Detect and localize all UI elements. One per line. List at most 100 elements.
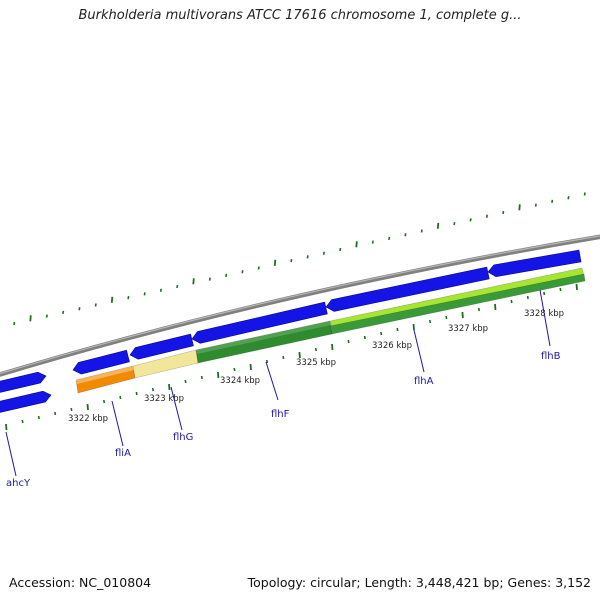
cds-arrow-flhB	[487, 249, 582, 278]
minor-tick	[314, 347, 317, 352]
minor-tick	[559, 287, 562, 292]
minor-tick	[151, 387, 154, 392]
gene-leader-line	[111, 400, 124, 447]
major-tick	[192, 278, 195, 285]
major-tick	[217, 371, 220, 379]
major-tick	[436, 222, 440, 229]
minor-tick	[429, 319, 432, 324]
major-tick	[494, 303, 497, 311]
cds-arrow-flhG	[129, 333, 194, 360]
minor-tick	[119, 395, 122, 400]
minor-tick	[94, 303, 97, 307]
minor-tick	[176, 284, 179, 289]
minor-tick	[70, 407, 73, 412]
major-tick	[5, 423, 8, 431]
feature-band-flhB	[329, 273, 586, 335]
cds-arrow-flhA	[325, 266, 490, 312]
backbone-line	[0, 234, 600, 377]
minor-tick	[306, 255, 309, 259]
minor-tick	[225, 273, 228, 278]
backbone-layer	[0, 234, 600, 377]
minor-tick	[54, 411, 57, 416]
minor-tick	[233, 367, 236, 372]
major-tick	[412, 323, 415, 331]
scale-label: 3324 kbp	[220, 376, 260, 386]
minor-tick	[420, 229, 423, 233]
sequence-title: Burkholderia multivorans ATCC 17616 chro…	[78, 8, 522, 23]
backbone-highlight	[0, 235, 600, 375]
minor-tick	[510, 299, 513, 304]
major-tick	[518, 204, 521, 211]
minor-tick	[543, 291, 546, 296]
gene-leader-line	[413, 329, 425, 373]
gene-label-fliA: fliA	[115, 448, 131, 459]
minor-tick	[208, 277, 211, 281]
minor-tick	[62, 310, 65, 315]
scale-label: 3322 kbp	[68, 414, 108, 424]
minor-tick	[127, 295, 130, 300]
gene-leader-line	[5, 431, 17, 477]
gene-label-ahcY: ahcY	[6, 478, 31, 489]
inner-tick-track	[5, 283, 578, 431]
minor-tick	[453, 221, 456, 226]
minor-tick	[339, 247, 342, 252]
cds-arrow-ahcY-upper	[0, 371, 47, 393]
scale-label: 3326 kbp	[372, 341, 412, 351]
minor-tick	[184, 379, 187, 384]
minor-tick	[583, 192, 586, 196]
minor-tick	[347, 339, 350, 344]
major-tick	[168, 383, 171, 391]
minor-tick	[485, 214, 488, 218]
accession-text: Accession: NC_010804	[9, 575, 152, 590]
minor-tick	[78, 307, 81, 311]
scale-label: 3325 kbp	[296, 358, 336, 368]
scale-label: 3327 kbp	[448, 324, 488, 334]
minor-tick	[477, 307, 480, 312]
major-tick	[331, 343, 334, 351]
cds-track	[0, 249, 582, 413]
gene-label-flhB: flhB	[541, 351, 561, 362]
gene-leader-line	[170, 386, 183, 431]
band-highlight	[196, 321, 331, 354]
major-tick	[461, 311, 464, 319]
major-tick	[86, 403, 89, 411]
minor-tick	[241, 270, 244, 274]
gene-label-flhF: flhF	[271, 409, 290, 420]
minor-tick	[37, 415, 40, 420]
minor-tick	[159, 288, 162, 292]
minor-tick	[282, 355, 285, 360]
minor-tick	[388, 236, 391, 241]
minor-tick	[396, 327, 399, 332]
feature-color-track	[75, 267, 586, 394]
minor-tick	[534, 203, 537, 207]
minor-tick	[551, 199, 554, 204]
band-highlight	[76, 366, 134, 384]
major-tick	[110, 296, 114, 303]
major-tick	[249, 363, 252, 371]
minor-tick	[21, 419, 24, 424]
gene-label-flhG: flhG	[173, 432, 193, 443]
minor-tick	[266, 359, 269, 364]
minor-tick	[469, 218, 472, 222]
minor-tick	[380, 331, 383, 336]
cds-arrow-flhF	[191, 301, 328, 344]
minor-tick	[526, 295, 529, 300]
gene-label-layer: ahcY fliA flhG flhF flhA flhB	[5, 289, 561, 489]
outer-tick-track	[13, 192, 586, 326]
minor-tick	[200, 375, 203, 380]
gene-label-flhA: flhA	[414, 376, 434, 387]
minor-tick	[143, 292, 146, 296]
minor-tick	[257, 266, 260, 270]
major-tick	[355, 241, 358, 248]
minor-tick	[445, 315, 448, 320]
minor-tick	[45, 314, 48, 318]
minor-tick	[290, 258, 293, 263]
minor-tick	[371, 240, 374, 244]
major-tick	[298, 351, 301, 359]
minor-tick	[103, 399, 106, 404]
minor-tick	[404, 233, 407, 237]
cds-arrow-fliA	[72, 349, 130, 375]
minor-tick	[567, 196, 570, 200]
